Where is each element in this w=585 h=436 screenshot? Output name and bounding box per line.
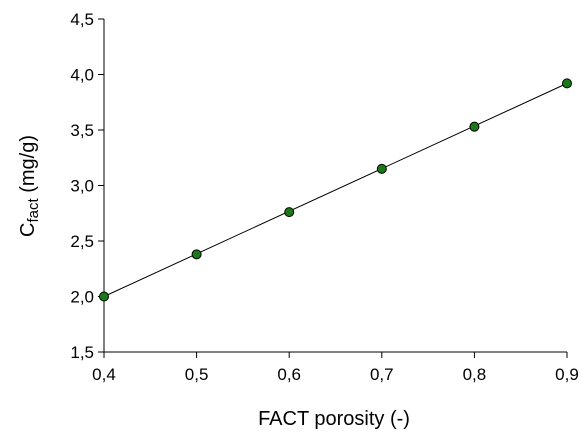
data-point [99,291,109,302]
x-tick-label: 0,6 [277,365,301,384]
y-tick-label: 1,5 [70,343,94,362]
data-point [284,207,295,218]
x-axis-title: FACT porosity (-) [258,408,410,430]
x-tick-label: 0,8 [463,365,487,384]
y-tick-label: 4,5 [70,10,94,29]
y-tick-label: 4,0 [70,66,94,85]
fit-line [103,82,568,297]
y-axis-title-main: C [17,223,39,237]
data-point [191,249,202,260]
y-tick-label: 3,5 [70,121,94,140]
y-tick-label: 2,0 [70,288,94,307]
y-tick-label: 2,5 [70,232,94,251]
data-point [469,121,480,132]
y-tick-label: 3,0 [70,177,94,196]
y-axis-title: Cfact (mg/g) [17,135,42,237]
x-tick-label: 0,7 [370,365,394,384]
data-point [376,163,387,174]
y-axis-title-suffix: (mg/g) [17,135,39,198]
x-tick-label: 0,5 [185,365,209,384]
x-tick-label: 0,4 [92,365,116,384]
y-axis-title-subscript: fact [25,198,42,223]
plot-area: 1,5 2,0 2,5 3,0 3,5 4,0 4,5 0,4 0,5 0,6 0,7 0,8 0,9 [70,10,578,384]
x-tick-label: 0,9 [555,365,579,384]
data-point [562,78,572,89]
